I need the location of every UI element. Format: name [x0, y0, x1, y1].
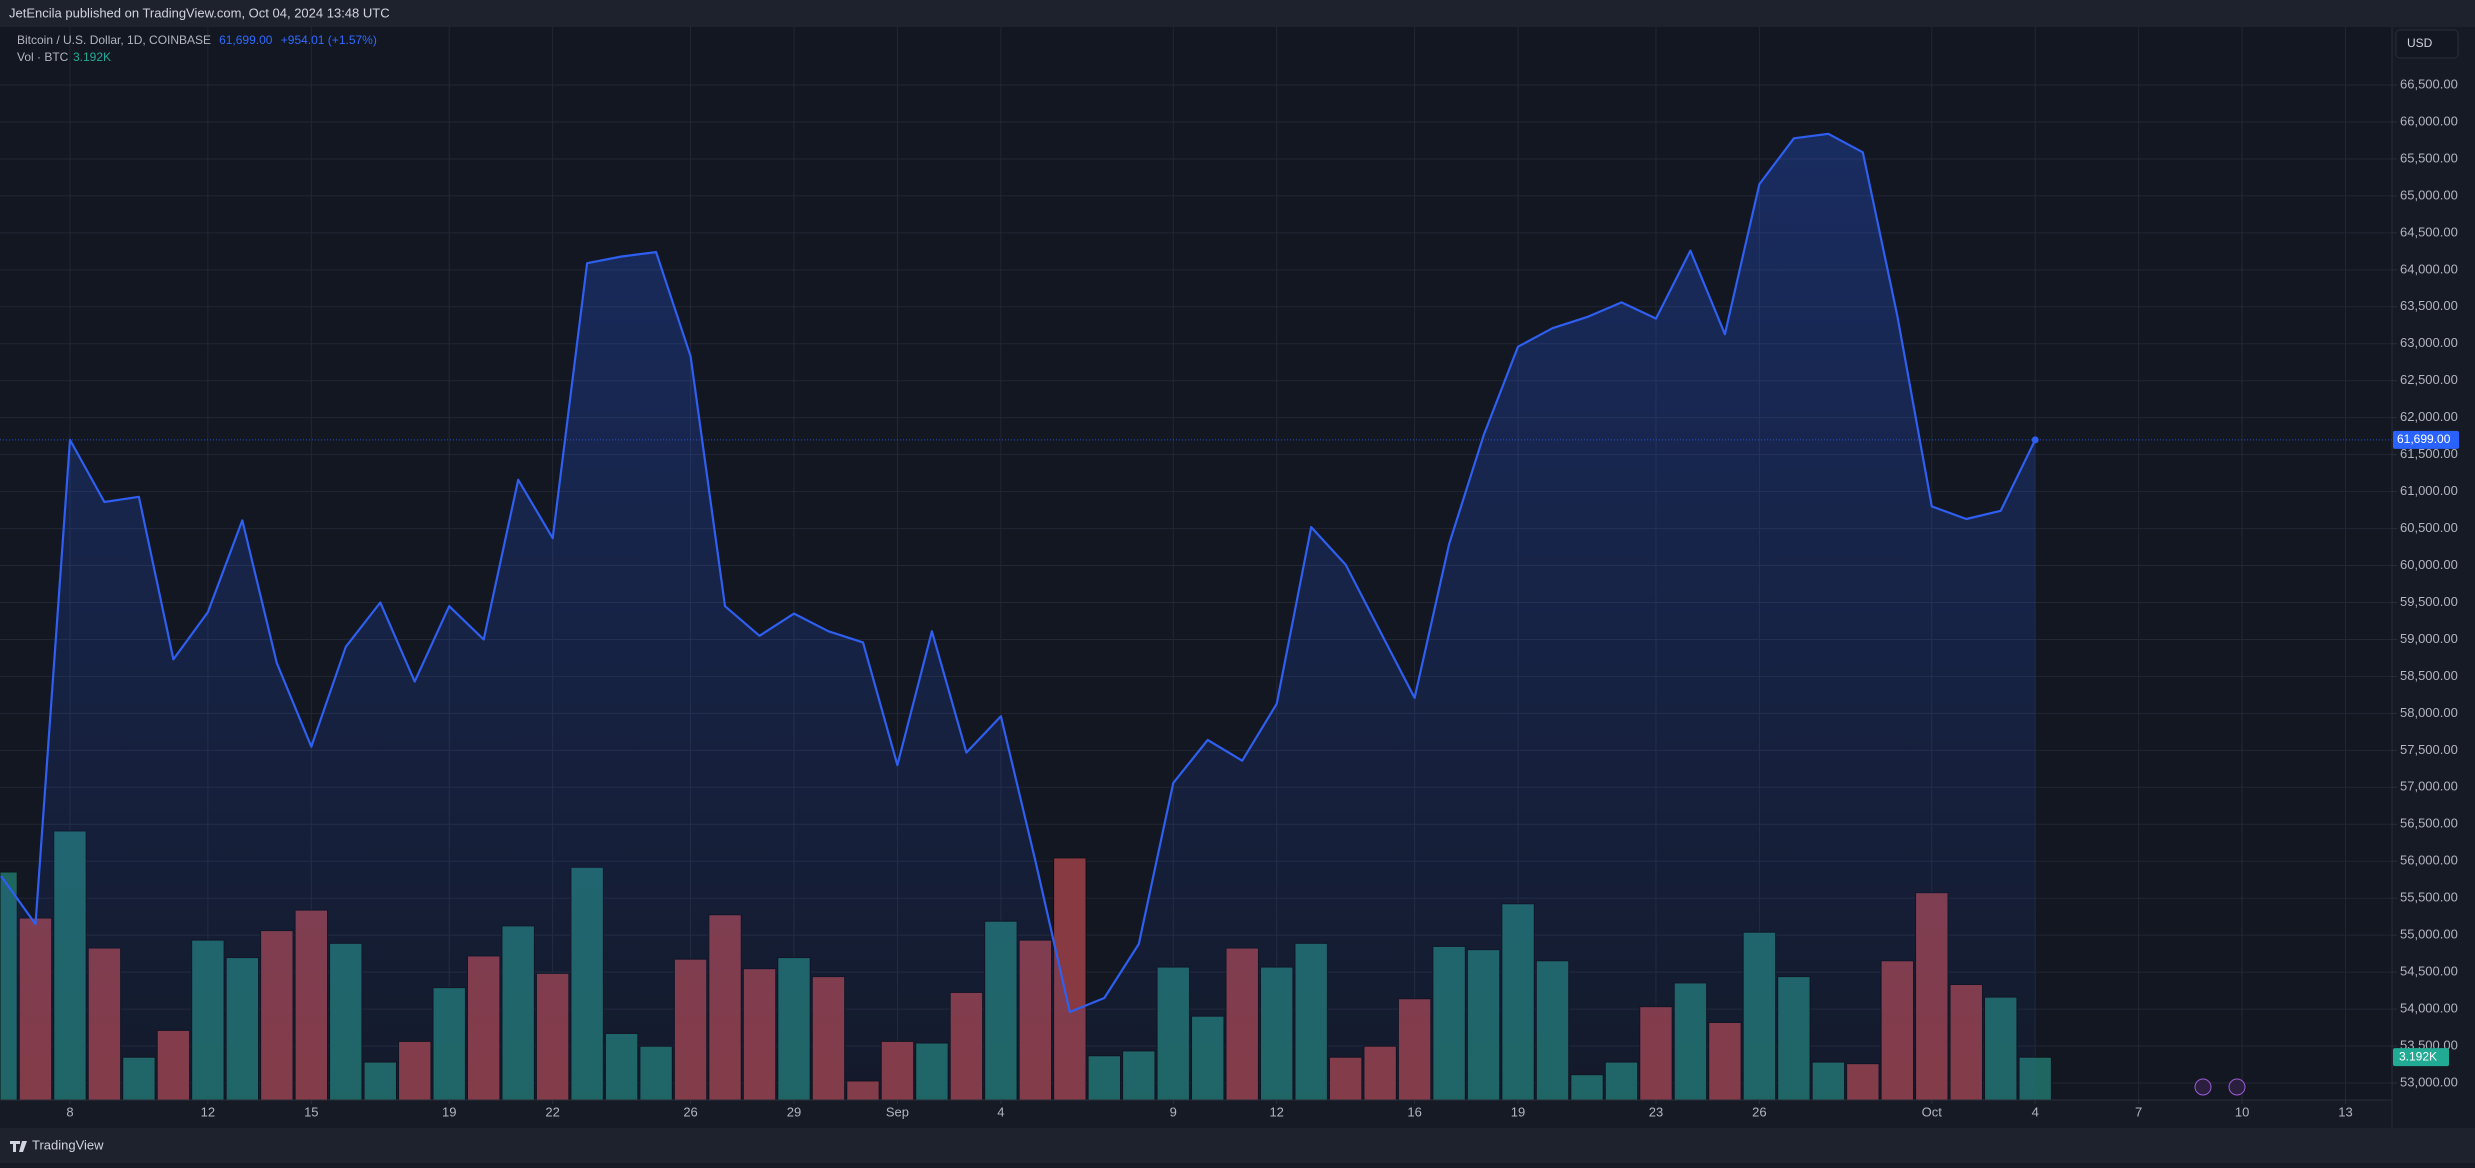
x-tick-label: 19 [1511, 1104, 1525, 1119]
symbol: Bitcoin / U.S. Dollar, 1D, COINBASE [17, 33, 211, 47]
y-tick-label: 66,500.00 [2400, 76, 2458, 91]
price-change: +954.01 (+1.57%) [281, 33, 377, 47]
x-tick-label: 19 [442, 1104, 456, 1119]
y-tick-label: 63,500.00 [2400, 298, 2458, 313]
labels: 53,000.0053,500.0054,000.0054,500.0055,0… [66, 76, 2459, 1119]
price-tag-label: 61,699.00 [2397, 432, 2451, 446]
y-tick-label: 63,000.00 [2400, 335, 2458, 350]
y-tick-label: 64,500.00 [2400, 224, 2458, 239]
y-tick-label: 54,000.00 [2400, 1001, 2458, 1016]
price-area [1, 133, 2036, 1101]
x-tick-label: 4 [2032, 1104, 2039, 1119]
y-tick-label: 64,000.00 [2400, 261, 2458, 276]
y-tick-label: 61,000.00 [2400, 483, 2458, 498]
y-tick-label: 58,000.00 [2400, 705, 2458, 720]
x-tick-label: 16 [1407, 1104, 1421, 1119]
marks [0, 132, 2392, 1101]
y-tick-label: 65,500.00 [2400, 150, 2458, 165]
last-price-dot [2031, 436, 2039, 444]
event-icon[interactable] [2194, 1078, 2212, 1096]
y-tick-label: 66,000.00 [2400, 113, 2458, 128]
x-tick-label: 23 [1649, 1104, 1663, 1119]
brand: TradingView [32, 1137, 104, 1152]
y-tick-label: 58,500.00 [2400, 668, 2458, 683]
price-tag [2393, 430, 2459, 449]
y-tick-label: 61,500.00 [2400, 446, 2458, 461]
y-tick-label: 60,000.00 [2400, 557, 2458, 572]
y-tick-label: 60,500.00 [2400, 520, 2458, 535]
volume-title: Vol · BTC [17, 50, 69, 64]
y-tick-label: 62,000.00 [2400, 409, 2458, 424]
y-tick-label: 57,500.00 [2400, 742, 2458, 757]
currency-box[interactable] [2395, 29, 2459, 59]
y-tick-label: 65,000.00 [2400, 187, 2458, 202]
currency[interactable]: USD [2407, 36, 2433, 50]
x-tick-label: 13 [2338, 1104, 2352, 1119]
x-tick-label: Oct [1922, 1104, 1943, 1119]
x-tick-label: 10 [2235, 1104, 2249, 1119]
price-line [0, 132, 2037, 1014]
y-tick-label: 59,000.00 [2400, 631, 2458, 646]
y-tick-label: 53,000.00 [2400, 1074, 2458, 1089]
x-tick-label: 8 [66, 1104, 73, 1119]
top-bar [0, 0, 2475, 27]
y-tick-label: 55,000.00 [2400, 927, 2458, 942]
y-tick-label: 57,000.00 [2400, 779, 2458, 794]
x-tick-label: 12 [1269, 1104, 1283, 1119]
x-tick-label: 7 [2135, 1104, 2142, 1119]
y-tick-label: 56,500.00 [2400, 816, 2458, 831]
header: JetEncila published on TradingView.com, … [9, 5, 390, 20]
x-tick-label: 26 [683, 1104, 697, 1119]
y-tick-label: 54,500.00 [2400, 964, 2458, 979]
last-price: 61,699.00 [219, 33, 273, 47]
y-tick-label: 59,500.00 [2400, 594, 2458, 609]
y-tick-label: 55,500.00 [2400, 890, 2458, 905]
volume-value: 3.192K [73, 50, 111, 64]
x-tick-label: 22 [545, 1104, 559, 1119]
volume-tag-label: 3.192K [2399, 1049, 2437, 1063]
x-tick-label: 15 [304, 1104, 318, 1119]
x-tick-label: 9 [1170, 1104, 1177, 1119]
y-tick-label: 56,000.00 [2400, 853, 2458, 868]
x-tick-label: 26 [1752, 1104, 1766, 1119]
x-tick-label: 29 [787, 1104, 801, 1119]
brand-logo [10, 1141, 27, 1152]
x-tick-label: Sep [886, 1104, 909, 1119]
volume-tag [2393, 1048, 2449, 1067]
x-tick-label: 4 [997, 1104, 1004, 1119]
x-tick-label: 12 [201, 1104, 215, 1119]
y-tick-label: 62,500.00 [2400, 372, 2458, 387]
event-icon[interactable] [2228, 1078, 2246, 1096]
bottom-bar [0, 1128, 2475, 1163]
